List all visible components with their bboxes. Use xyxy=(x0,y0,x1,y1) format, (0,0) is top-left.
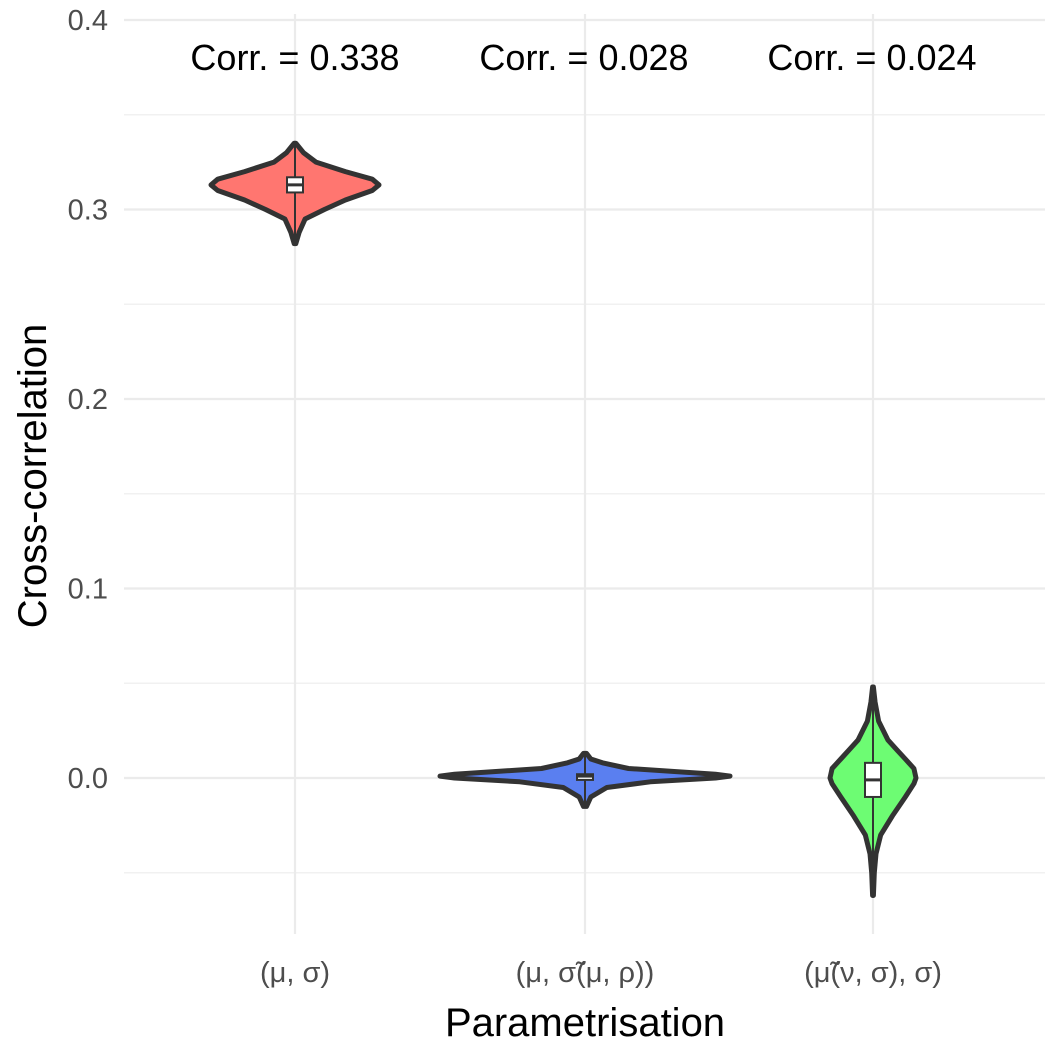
violin-group xyxy=(827,684,919,898)
correlation-annotation: Corr. = 0.024 xyxy=(767,37,976,78)
x-tick-labels: (μ, σ) (μ, σ̃(μ, ρ)) (μ̃(ν, σ), σ) xyxy=(260,957,942,989)
y-tick-label: 0.3 xyxy=(68,195,108,227)
y-tick-label: 0.1 xyxy=(68,574,108,606)
y-tick-label: 0.4 xyxy=(68,5,108,37)
y-tick-label: 0.0 xyxy=(68,763,108,795)
x-axis-title: Parametrisation xyxy=(445,1001,725,1045)
y-tick-label: 0.2 xyxy=(68,384,108,416)
correlation-annotation: Corr. = 0.028 xyxy=(479,37,688,78)
y-tick-labels: 0.0 0.1 0.2 0.3 0.4 xyxy=(68,5,108,795)
x-tick-label: (μ, σ) xyxy=(260,957,330,989)
violins xyxy=(208,140,919,898)
correlation-annotations: Corr. = 0.338 Corr. = 0.028 Corr. = 0.024 xyxy=(190,37,976,78)
x-tick-label: (μ, σ̃(μ, ρ)) xyxy=(516,957,655,989)
correlation-annotation: Corr. = 0.338 xyxy=(190,37,399,78)
violin-group xyxy=(437,750,733,809)
x-tick-label: (μ̃(ν, σ), σ) xyxy=(804,957,942,989)
y-axis-title: Cross-correlation xyxy=(11,324,55,629)
violin-group xyxy=(208,140,382,247)
